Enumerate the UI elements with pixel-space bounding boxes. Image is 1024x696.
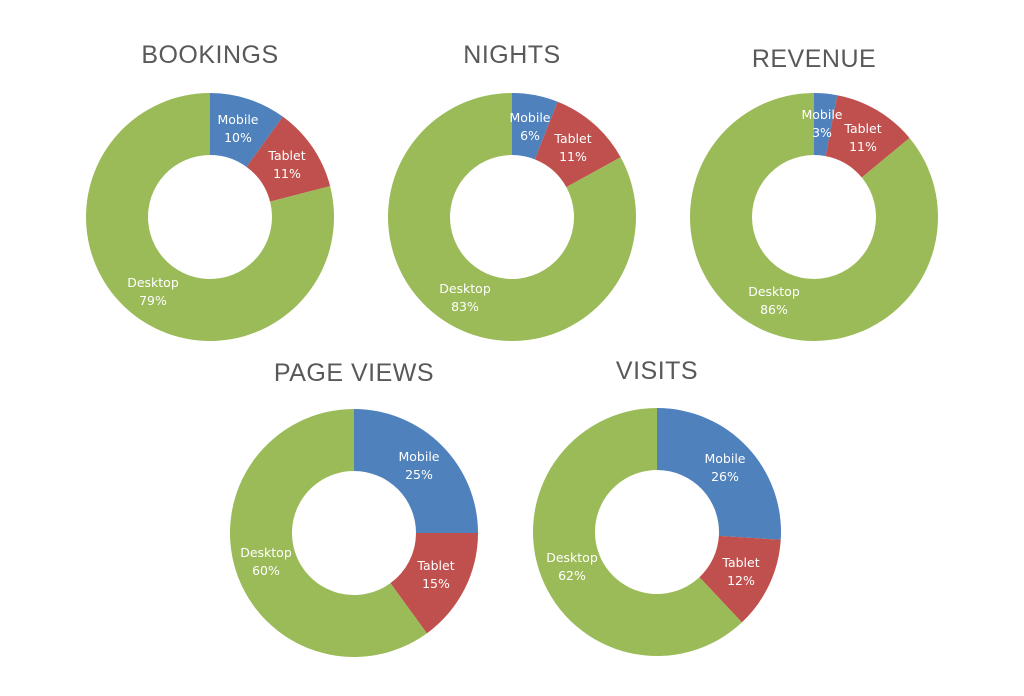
slice-desktop [689, 93, 938, 341]
data-label-tablet: Tablet 11% [267, 148, 305, 181]
slice-desktop [230, 409, 427, 657]
chart-title-nights: NIGHTS [463, 41, 561, 69]
data-label-tablet: Tablet 15% [416, 558, 454, 591]
donut-chart-visits: Mobile 26% Tablet 12% Desktop 62% [532, 407, 781, 656]
slice-mobile [657, 408, 781, 540]
chart-title-bookings: BOOKINGS [141, 41, 279, 69]
slice-mobile [814, 93, 838, 157]
slice-mobile [354, 409, 478, 533]
slice-tablet [699, 535, 781, 623]
data-label-desktop: Desktop 79% [127, 275, 179, 308]
data-label-mobile: Mobile 10% [217, 112, 258, 145]
slice-tablet [390, 533, 478, 634]
data-label-desktop: Desktop 62% [546, 550, 598, 583]
slice-mobile [210, 93, 283, 167]
slice-desktop [387, 93, 636, 342]
slice-tablet [825, 95, 910, 178]
donut-chart-bookings: Mobile 10% Tablet 11% Desktop 79% [86, 93, 334, 341]
data-label-mobile: Mobile 26% [704, 451, 745, 484]
chart-title-page-views: PAGE VIEWS [273, 359, 435, 387]
data-label-tablet: Tablet 12% [721, 555, 759, 588]
chart-title-visits: VISITS [615, 357, 699, 385]
data-label-mobile: Mobile 3% [801, 107, 842, 140]
data-label-mobile: Mobile 25% [398, 449, 439, 482]
chart-title-revenue: REVENUE [751, 45, 877, 73]
data-label-desktop: Desktop 86% [748, 284, 800, 317]
slice-tablet [246, 116, 331, 202]
donut-chart-page-views: Mobile 25% Tablet 15% Desktop 60% [230, 409, 478, 657]
slice-mobile [512, 93, 558, 160]
data-label-desktop: Desktop 83% [439, 281, 491, 314]
data-label-tablet: Tablet 11% [553, 131, 591, 164]
donut-chart-revenue: Mobile 3% Tablet 11% Desktop 86% [689, 93, 938, 341]
donut-chart-nights: Mobile 6% Tablet 11% Desktop 83% [387, 93, 636, 342]
data-label-mobile: Mobile 6% [509, 110, 550, 143]
slice-desktop [86, 93, 334, 341]
data-label-desktop: Desktop 60% [240, 545, 292, 578]
slice-desktop [532, 407, 742, 656]
slice-tablet [534, 101, 621, 188]
data-label-tablet: Tablet 11% [843, 121, 881, 154]
